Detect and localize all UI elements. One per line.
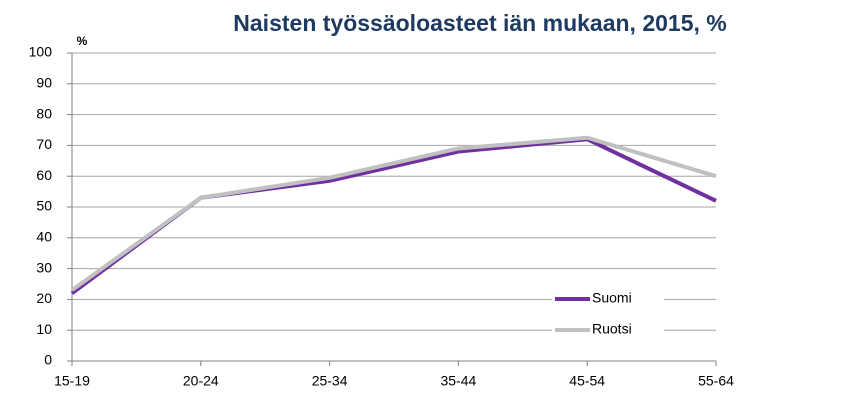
x-tick-label: 25-34 xyxy=(312,373,348,389)
x-tick-label: 15-19 xyxy=(54,373,90,389)
y-tick-label: 40 xyxy=(36,229,52,245)
x-tick-label: 35-44 xyxy=(440,373,476,389)
y-tick-label: 60 xyxy=(36,167,52,183)
chart-title: Naisten työssäoloasteet iän mukaan, 2015… xyxy=(233,10,726,36)
legend-label: Ruotsi xyxy=(592,321,632,337)
y-tick-label: 30 xyxy=(36,259,52,275)
y-tick-label: 0 xyxy=(44,352,52,368)
y-tick-label: 100 xyxy=(29,44,53,60)
y-tick-label: 90 xyxy=(36,75,52,91)
y-tick-label: 20 xyxy=(36,290,52,306)
y-tick-label: 50 xyxy=(36,198,52,214)
y-tick-label: 80 xyxy=(36,105,52,121)
x-tick-label: 55-64 xyxy=(698,373,734,389)
y-tick-label: 70 xyxy=(36,136,52,152)
x-tick-label: 45-54 xyxy=(569,373,605,389)
y-axis-label: % xyxy=(77,34,88,48)
y-tick-label: 10 xyxy=(36,321,52,337)
series-line xyxy=(70,135,717,292)
legend-box xyxy=(552,287,664,343)
legend-label: Suomi xyxy=(592,290,632,306)
x-tick-label: 20-24 xyxy=(183,373,219,389)
